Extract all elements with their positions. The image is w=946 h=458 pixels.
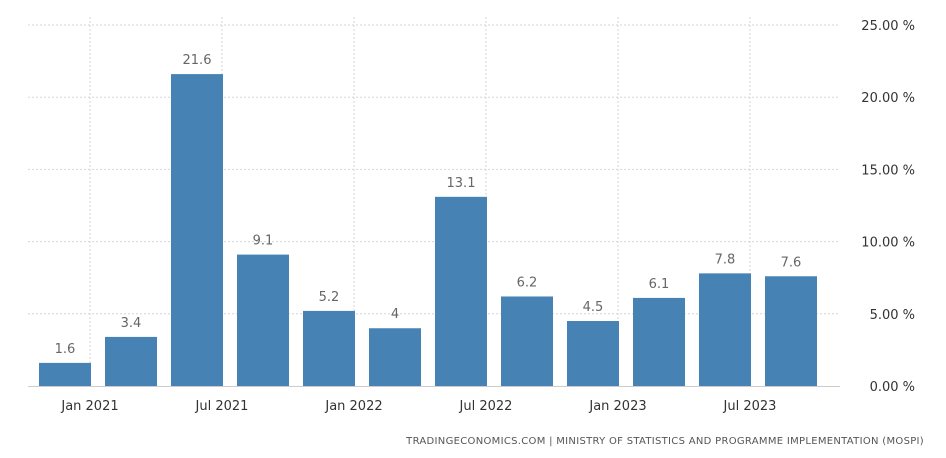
bar [171, 74, 223, 386]
bar [237, 254, 289, 386]
y-tick-label: 5.00 % [870, 308, 915, 323]
y-tick-label: 20.00 % [861, 91, 915, 106]
data-label: 7.8 [715, 252, 736, 267]
bar [765, 276, 817, 386]
data-label: 3.4 [121, 316, 142, 331]
y-tick-label: 15.00 % [861, 163, 915, 178]
bar [105, 336, 157, 386]
bar [303, 310, 355, 386]
bar [633, 297, 685, 386]
data-label: 6.2 [517, 275, 538, 290]
bar [699, 273, 751, 386]
x-tick-label: Jul 2023 [723, 399, 777, 414]
x-axis-ticks: Jan 2021 Jul 2021 Jan 2022 Jul 2022 Jan 2023… [60, 399, 776, 414]
data-label: 9.1 [253, 234, 274, 249]
bars [39, 74, 817, 386]
x-tick-label: Jul 2022 [459, 399, 513, 414]
data-label: 7.6 [781, 255, 802, 270]
bar [435, 196, 487, 386]
data-label: 13.1 [447, 176, 476, 191]
data-label: 4.5 [583, 300, 604, 315]
bar [369, 328, 421, 386]
data-label: 4 [391, 307, 399, 322]
x-tick-label: Jan 2023 [588, 399, 646, 414]
bar [39, 362, 91, 386]
y-tick-label: 0.00 % [870, 380, 915, 395]
data-label: 21.6 [183, 53, 212, 68]
x-tick-label: Jan 2022 [324, 399, 382, 414]
x-tick-label: Jul 2021 [195, 399, 249, 414]
bar [501, 296, 553, 386]
source-credit: TRADINGECONOMICS.COM | MINISTRY OF STATI… [406, 436, 924, 447]
y-tick-label: 10.00 % [861, 236, 915, 251]
data-label: 1.6 [55, 342, 76, 357]
data-label: 6.1 [649, 277, 670, 292]
data-label: 5.2 [319, 290, 340, 305]
bar [567, 321, 619, 386]
y-tick-label: 25.00 % [861, 19, 915, 34]
x-tick-label: Jan 2021 [60, 399, 118, 414]
y-axis-ticks: 0.00 % 5.00 % 10.00 % 15.00 % 20.00 % 25.00 % [861, 19, 915, 395]
data-labels: 1.6 3.4 21.6 9.1 5.2 4 13.1 6.2 4.5 6.1 7.8 7.6 [55, 53, 802, 357]
